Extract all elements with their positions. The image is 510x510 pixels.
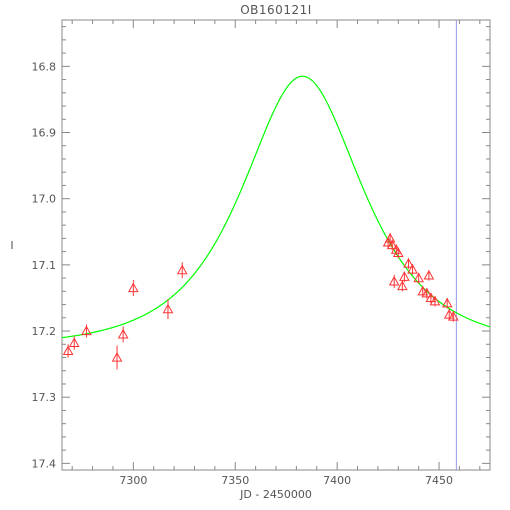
- y-tick-label: 17.3: [32, 391, 57, 404]
- triangle-marker: [429, 295, 441, 306]
- x-tick-label: 7350: [221, 474, 249, 487]
- triangle-marker: [407, 263, 418, 274]
- chart-title: OB160121I: [240, 3, 312, 17]
- triangle-marker: [425, 292, 437, 303]
- data-point: [423, 269, 435, 281]
- data-point: [81, 324, 92, 338]
- triangle-marker: [81, 325, 92, 336]
- y-axis-label: I: [10, 239, 13, 252]
- x-tick-label: 7450: [425, 474, 453, 487]
- triangle-marker: [441, 297, 453, 308]
- data-points: [62, 232, 459, 370]
- model-fit-curve: [61, 75, 491, 339]
- x-tick-label: 7400: [323, 474, 351, 487]
- y-tick-label: 16.9: [32, 127, 57, 140]
- data-point: [443, 308, 455, 320]
- triangle-marker: [386, 239, 398, 250]
- triangle-marker: [423, 269, 435, 280]
- data-point: [388, 274, 400, 289]
- triangle-marker: [127, 282, 139, 293]
- triangle-marker: [443, 308, 455, 319]
- triangle-marker: [399, 271, 410, 281]
- x-axis-label: JD - 2450000: [239, 488, 312, 501]
- triangle-marker: [68, 337, 80, 348]
- y-tick-label: 17.4: [32, 457, 57, 470]
- data-point: [447, 310, 459, 322]
- data-point: [397, 280, 408, 292]
- axis-ticks: [62, 20, 490, 470]
- data-point: [407, 263, 418, 275]
- data-point: [384, 232, 396, 244]
- data-point: [417, 285, 429, 297]
- triangle-marker: [417, 285, 429, 296]
- triangle-marker: [176, 264, 188, 275]
- data-point: [392, 247, 404, 259]
- data-point: [425, 292, 437, 304]
- triangle-marker: [62, 345, 74, 355]
- triangle-marker: [413, 272, 425, 283]
- data-point: [399, 271, 410, 283]
- data-point: [429, 295, 441, 307]
- data-point: [117, 326, 129, 343]
- triangle-marker: [447, 310, 459, 321]
- y-tick-label: 17.0: [32, 193, 57, 206]
- plot-frame: [61, 19, 491, 471]
- triangle-marker: [403, 257, 414, 268]
- data-point: [176, 262, 188, 279]
- triangle-marker: [397, 280, 408, 291]
- data-point: [413, 272, 425, 284]
- data-point: [162, 299, 174, 320]
- data-point: [403, 257, 414, 269]
- triangle-marker: [111, 351, 123, 362]
- triangle-marker: [392, 247, 404, 258]
- data-point: [127, 280, 139, 296]
- y-tick-label: 16.8: [32, 60, 57, 73]
- y-tick-label: 17.2: [32, 325, 57, 338]
- triangle-marker: [388, 275, 400, 286]
- data-point: [62, 344, 74, 358]
- triangle-marker: [421, 287, 433, 298]
- data-point: [421, 287, 433, 299]
- triangle-marker: [384, 232, 396, 243]
- triangle-marker: [117, 328, 129, 339]
- tick-labels: 7300 7350 7400 7450 16.8 16.9 17.0 17.1 17.2 17.3…: [32, 60, 454, 487]
- triangle-marker: [162, 303, 174, 314]
- y-tick-label: 17.1: [32, 259, 57, 272]
- x-tick-label: 7300: [119, 474, 147, 487]
- data-point: [68, 336, 80, 350]
- data-point: [386, 239, 398, 251]
- data-point: [111, 345, 123, 370]
- data-point: [441, 297, 453, 309]
